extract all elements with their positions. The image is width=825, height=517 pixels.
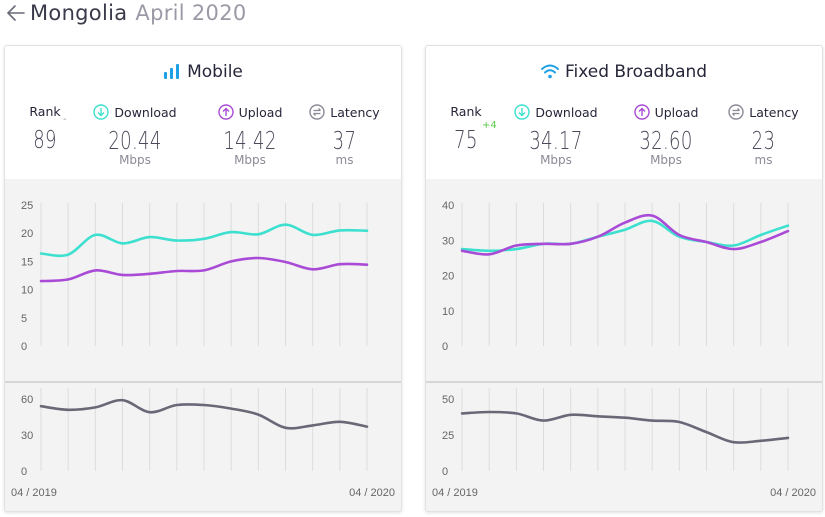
fixed-title-label: Fixed Broadband bbox=[564, 62, 708, 82]
mobile-x-tick-start: 04 / 2019 bbox=[11, 487, 57, 499]
fixed-latency-y-tick-label: 50 bbox=[442, 394, 454, 406]
fixed-download-value: 34.17 bbox=[529, 126, 583, 155]
fixed-rank-value: 75 bbox=[454, 125, 478, 154]
mobile-upload-unit: Mbps bbox=[234, 153, 266, 167]
mobile-download: Download 20.44 Mbps bbox=[85, 104, 185, 167]
mobile-speed-y-tick-label: 25 bbox=[21, 200, 33, 212]
mobile-upload-value: 14.42 bbox=[223, 126, 277, 155]
latency-arrows-icon bbox=[728, 104, 744, 120]
mobile-speed-y-tick-label: 20 bbox=[21, 228, 33, 240]
mobile-latency-y-tick-label: 0 bbox=[21, 466, 27, 478]
fixed-download-unit: Mbps bbox=[540, 153, 572, 167]
latency-label-text: Latency bbox=[749, 104, 799, 120]
page-title: Mongolia April 2020 bbox=[4, 0, 247, 26]
mobile-card-header: Mobile Rank 89 - Download 20.44 Mbps Upl… bbox=[5, 46, 401, 179]
mobile-latency: Latency 37 ms bbox=[297, 104, 392, 167]
mobile-latency-y-tick-label: 60 bbox=[21, 394, 33, 406]
fixed-speed-download-line bbox=[460, 219, 790, 253]
fixed-latency-unit: ms bbox=[754, 153, 773, 167]
mobile-download-unit: Mbps bbox=[119, 153, 151, 167]
fixed-speed-y-tick-label: 0 bbox=[442, 341, 448, 353]
mobile-rank-value: 89 bbox=[33, 125, 57, 154]
download-arrow-icon bbox=[514, 104, 531, 120]
fixed-latency-y-tick-label: 25 bbox=[442, 430, 454, 442]
fixed-latency-y-tick-label: 0 bbox=[442, 466, 448, 478]
fixed-latency: Latency 23 ms bbox=[716, 104, 811, 167]
mobile-latency-y-tick-label: 30 bbox=[21, 430, 33, 442]
mobile-speed-y-tick-label: 15 bbox=[21, 256, 33, 268]
mobile-rank-change: - bbox=[63, 114, 67, 125]
fixed-x-tick-start: 04 / 2019 bbox=[432, 487, 478, 499]
mobile-title-label: Mobile bbox=[187, 62, 243, 82]
mobile-card: Mobile Rank 89 - Download 20.44 Mbps Upl… bbox=[4, 45, 402, 512]
fixed-broadband-card: Fixed Broadband Rank 75 +4 Download 34.1… bbox=[425, 45, 823, 512]
mobile-x-tick-end: 04 / 2020 bbox=[349, 487, 395, 499]
fixed-latency-latency-line bbox=[460, 410, 790, 444]
mobile-chart: 0 5 10 15 20 25 0 30 60 04 / 2019 04 / 2020 bbox=[5, 200, 401, 499]
download-arrow-icon bbox=[93, 104, 110, 120]
fixed-download: Download 34.17 Mbps bbox=[506, 104, 606, 167]
back-arrow-icon[interactable] bbox=[4, 1, 28, 25]
fixed-speed-y-tick-label: 40 bbox=[442, 200, 454, 212]
rank-label: Rank bbox=[29, 104, 61, 119]
fixed-chart: 0 10 20 30 40 0 25 50 04 / 2019 04 / 2020 bbox=[426, 200, 822, 499]
download-label-text: Download bbox=[114, 104, 177, 120]
fixed-x-tick-end: 04 / 2020 bbox=[770, 487, 816, 499]
download-label: Download bbox=[506, 104, 606, 120]
mobile-speed-y-tick-label: 5 bbox=[21, 313, 27, 325]
mobile-speed-download-line bbox=[39, 223, 369, 258]
country-name: Mongolia bbox=[30, 1, 128, 25]
upload-label-text: Upload bbox=[654, 104, 699, 120]
report-period: April 2020 bbox=[135, 1, 247, 25]
fixed-speed-y-tick-label: 20 bbox=[442, 271, 454, 283]
wifi-icon bbox=[540, 64, 559, 79]
mobile-upload: Upload 14.42 Mbps bbox=[200, 104, 300, 167]
fixed-speed-y-tick-label: 10 bbox=[442, 306, 454, 318]
upload-label: Upload bbox=[200, 104, 300, 120]
mobile-latency-unit: ms bbox=[335, 153, 354, 167]
upload-arrow-icon bbox=[633, 104, 650, 120]
fixed-latency-value: 23 bbox=[751, 126, 776, 155]
fixed-rank: Rank 75 +4 bbox=[436, 104, 496, 154]
latency-label-text: Latency bbox=[330, 104, 380, 120]
mobile-speed-upload-line bbox=[39, 256, 369, 283]
latency-label: Latency bbox=[297, 104, 392, 120]
download-label-text: Download bbox=[535, 104, 598, 120]
fixed-speed-y-tick-label: 30 bbox=[442, 235, 454, 247]
fixed-rank-change: +4 bbox=[482, 120, 497, 131]
fixed-upload-unit: Mbps bbox=[650, 153, 682, 167]
mobile-card-title: Mobile bbox=[5, 62, 401, 82]
mobile-speed-y-tick-label: 0 bbox=[21, 341, 27, 353]
latency-label: Latency bbox=[716, 104, 811, 120]
mobile-speed-y-tick-label: 10 bbox=[21, 285, 33, 297]
rank-label: Rank bbox=[450, 104, 482, 119]
mobile-download-value: 20.44 bbox=[108, 126, 162, 155]
mobile-latency-value: 37 bbox=[332, 126, 357, 155]
signal-bars-icon bbox=[164, 64, 180, 79]
fixed-card-title: Fixed Broadband bbox=[426, 62, 822, 82]
latency-arrows-icon bbox=[309, 104, 325, 120]
fixed-upload-value: 32.60 bbox=[639, 126, 693, 155]
fixed-card-header: Fixed Broadband Rank 75 +4 Download 34.1… bbox=[426, 46, 822, 179]
upload-label-text: Upload bbox=[238, 104, 283, 120]
fixed-upload: Upload 32.60 Mbps bbox=[616, 104, 716, 167]
upload-arrow-icon bbox=[217, 104, 234, 120]
download-label: Download bbox=[85, 104, 185, 120]
upload-label: Upload bbox=[616, 104, 716, 120]
fixed-speed-upload-line bbox=[460, 213, 790, 256]
mobile-rank: Rank 89 - bbox=[15, 104, 75, 154]
